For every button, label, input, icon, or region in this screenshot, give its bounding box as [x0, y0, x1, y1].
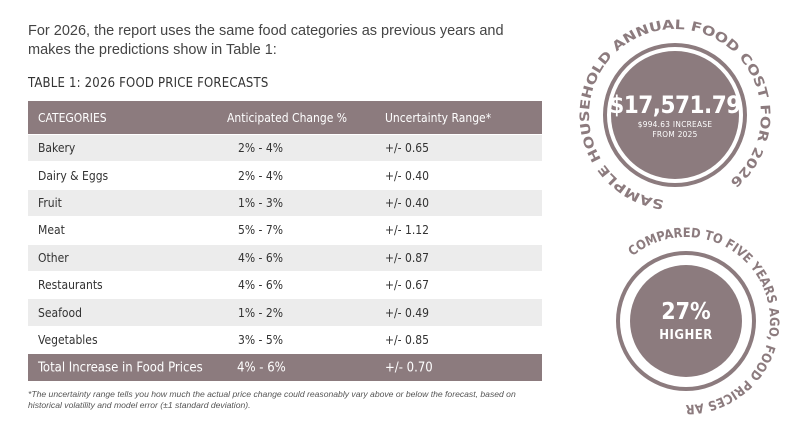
row-range: +/- 0.67 [385, 278, 430, 293]
table-title: TABLE 1: 2026 FOOD PRICE FORECASTS [28, 76, 269, 91]
row-change: 4% - 6% [238, 278, 284, 293]
five-year-compare-circle: 27% HIGHER [630, 265, 742, 377]
total-change: 4% - 6% [237, 360, 286, 376]
row-range: +/- 0.40 [385, 168, 430, 183]
header-anticipated-change: Anticipated Change % [227, 110, 348, 125]
row-change: 4% - 6% [238, 250, 284, 265]
header-categories: CATEGORIES [38, 110, 107, 125]
row-category: Bakery [38, 141, 76, 156]
five-year-compare-badge: COMPARED TO FIVE YEARS AGO, FOOD PRICES … [596, 205, 800, 426]
table-row: Other 4% - 6% +/- 0.87 [28, 244, 542, 272]
annual-cost-increase: $994.63 INCREASE [637, 119, 713, 129]
row-change: 5% - 7% [238, 223, 284, 238]
table-row: Meat 5% - 7% +/- 1.12 [28, 217, 542, 245]
table-row: Bakery 2% - 4% +/- 0.65 [28, 135, 542, 163]
row-change: 1% - 3% [238, 195, 284, 210]
table-footnote: *The uncertainty range tells you how muc… [28, 389, 516, 410]
intro-paragraph: For 2026, the report uses the same food … [28, 23, 504, 58]
row-range: +/- 0.85 [385, 332, 430, 347]
table-row: Vegetables 3% - 5% +/- 0.85 [28, 326, 542, 355]
table-total-row: Total Increase in Food Prices 4% - 6% +/… [28, 354, 542, 383]
row-range: +/- 0.40 [385, 195, 430, 210]
table-row: Fruit 1% - 3% +/- 0.40 [28, 189, 542, 218]
row-category: Meat [38, 223, 65, 238]
row-category: Dairy & Eggs [38, 168, 109, 183]
row-change: 2% - 4% [238, 141, 284, 156]
five-year-compare-label: HIGHER [659, 327, 713, 343]
row-change: 2% - 4% [238, 168, 284, 183]
row-range: +/- 1.12 [385, 223, 430, 238]
table-row: Restaurants 4% - 6% +/- 0.67 [28, 271, 542, 300]
row-range: +/- 0.65 [385, 141, 430, 156]
row-category: Fruit [38, 195, 62, 210]
row-range: +/- 0.49 [385, 305, 430, 320]
forecast-table: CATEGORIES Anticipated Change % Uncertai… [28, 101, 542, 383]
annual-cost-amount: $17,571.79 [609, 91, 741, 119]
row-category: Seafood [38, 305, 82, 320]
total-range: +/- 0.70 [385, 360, 433, 376]
row-change: 3% - 5% [238, 332, 284, 347]
header-uncertainty-range: Uncertainty Range* [385, 110, 492, 125]
table-header-row: CATEGORIES Anticipated Change % Uncertai… [28, 101, 542, 135]
table-row: Seafood 1% - 2% +/- 0.49 [28, 299, 542, 327]
row-category: Restaurants [38, 278, 103, 293]
annual-cost-circle: $17,571.79 $994.63 INCREASE FROM 2025 [609, 51, 741, 179]
annual-cost-increase-from: FROM 2025 [652, 129, 698, 139]
annual-cost-badge: SAMPLE HOUSEHOLD ANNUAL FOOD COST FOR 20… [570, 10, 780, 220]
row-category: Vegetables [38, 332, 98, 347]
row-category: Other [38, 250, 69, 265]
table-row: Dairy & Eggs 2% - 4% +/- 0.40 [28, 162, 542, 190]
row-range: +/- 0.87 [385, 250, 430, 265]
total-category: Total Increase in Food Prices [38, 360, 203, 376]
row-change: 1% - 2% [238, 305, 284, 320]
five-year-compare-percent: 27% [661, 298, 711, 325]
